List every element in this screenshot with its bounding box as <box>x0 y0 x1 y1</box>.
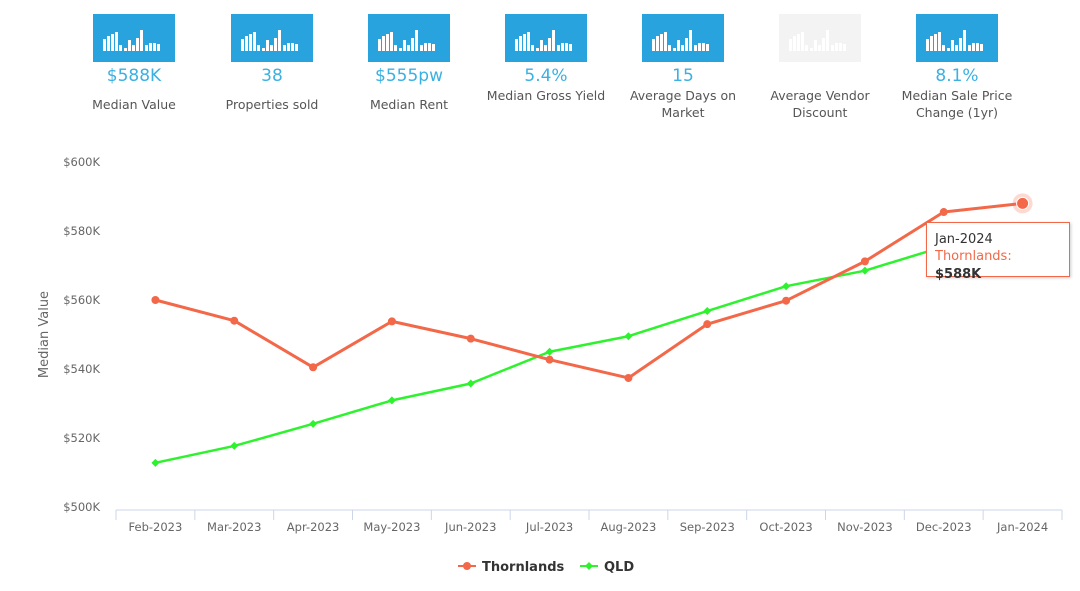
chart-tooltip: Jan-2024 Thornlands: $588K <box>926 222 1070 282</box>
y-tick-label: $580K <box>63 224 100 238</box>
x-tick-label: Feb-2023 <box>129 520 183 534</box>
hover-point <box>1016 196 1030 210</box>
data-point <box>703 320 712 329</box>
tooltip-series-name: Thornlands <box>935 249 1008 264</box>
stat-label: Median Gross Yield <box>486 88 606 103</box>
x-tick-label: Aug-2023 <box>600 520 656 534</box>
stat-value: 38 <box>261 66 283 86</box>
x-tick-label: Mar-2023 <box>207 520 261 534</box>
y-tick-label: $500K <box>63 500 100 514</box>
stats-bar: $588K Median Value 38 Properties sold $555pw… <box>0 0 1080 140</box>
data-point <box>309 363 318 372</box>
x-tick-label: Jun-2023 <box>444 520 496 534</box>
data-point <box>939 208 948 217</box>
stat-value: $555pw <box>375 66 443 86</box>
y-tick-label: $600K <box>63 155 100 169</box>
data-point <box>387 396 396 405</box>
y-tick-label: $520K <box>63 431 100 445</box>
data-point <box>466 334 475 343</box>
bar-chart-icon <box>368 14 450 62</box>
legend-label: QLD <box>604 560 634 575</box>
stat-4: 15 Average Days on Market <box>613 14 753 121</box>
stat-1: 38 Properties sold <box>202 14 342 113</box>
x-tick-label: May-2023 <box>363 520 420 534</box>
bar-chart-icon <box>505 14 587 62</box>
stat-label: Average Days on Market <box>629 88 737 120</box>
data-point <box>545 355 554 364</box>
data-point <box>230 316 239 325</box>
stat-value <box>750 65 890 87</box>
data-point <box>151 458 160 467</box>
median-value-chart: $500K $520K $540K $560K $580K $600K Median Val… <box>37 155 1063 575</box>
stat-value: 15 <box>672 66 694 86</box>
stat-label: Median Value <box>92 97 176 112</box>
tooltip-date: Jan-2024 <box>935 232 993 247</box>
x-tick-label: Apr-2023 <box>287 520 340 534</box>
data-point <box>860 257 869 266</box>
stat-label: Average Vendor Discount <box>770 88 870 120</box>
legend-marker <box>585 562 593 570</box>
x-tick-label: Sep-2023 <box>680 520 735 534</box>
x-tick-label: Nov-2023 <box>837 520 893 534</box>
data-point <box>466 379 475 388</box>
stat-value: 5.4% <box>524 66 568 86</box>
data-point <box>624 373 633 382</box>
bar-chart-icon <box>231 14 313 62</box>
x-tick-label: Jan-2024 <box>996 520 1048 534</box>
y-tick-label: $560K <box>63 293 100 307</box>
stat-5: Average Vendor Discount <box>750 14 890 121</box>
y-axis-title: Median Value <box>37 291 52 378</box>
data-point <box>230 441 239 450</box>
y-tick-label: $540K <box>63 362 100 376</box>
tooltip-value: $588K <box>935 267 982 282</box>
x-tick-label: Jul-2023 <box>525 520 573 534</box>
stat-6: 8.1% Median Sale Price Change (1yr) <box>887 14 1027 121</box>
bar-chart-icon <box>93 14 175 62</box>
data-point <box>545 347 554 356</box>
legend-label: Thornlands <box>482 560 565 575</box>
stat-value: $588K <box>106 66 162 86</box>
bar-chart-icon <box>779 14 861 62</box>
bar-chart-icon <box>916 14 998 62</box>
data-point <box>703 307 712 316</box>
data-point <box>624 332 633 341</box>
data-point <box>782 282 791 291</box>
tooltip-separator: : <box>1007 249 1012 264</box>
data-point <box>309 419 318 428</box>
x-tick-label: Dec-2023 <box>916 520 972 534</box>
x-tick-label: Oct-2023 <box>759 520 812 534</box>
stat-value: 8.1% <box>935 66 979 86</box>
bar-chart-icon <box>642 14 724 62</box>
legend-marker <box>463 562 471 570</box>
stat-2: $555pw Median Rent <box>339 14 479 113</box>
stat-0: $588K Median Value <box>64 14 204 113</box>
data-point <box>387 317 396 326</box>
series-line-thornlands <box>153 201 1025 380</box>
stat-label: Median Sale Price Change (1yr) <box>901 88 1013 120</box>
stat-label: Properties sold <box>225 97 319 112</box>
data-point <box>151 296 160 304</box>
stat-3: 5.4% Median Gross Yield <box>476 14 616 104</box>
data-point <box>782 296 791 305</box>
data-point <box>860 266 869 275</box>
series-line-qld <box>154 224 1024 465</box>
stat-label: Median Rent <box>369 97 449 112</box>
